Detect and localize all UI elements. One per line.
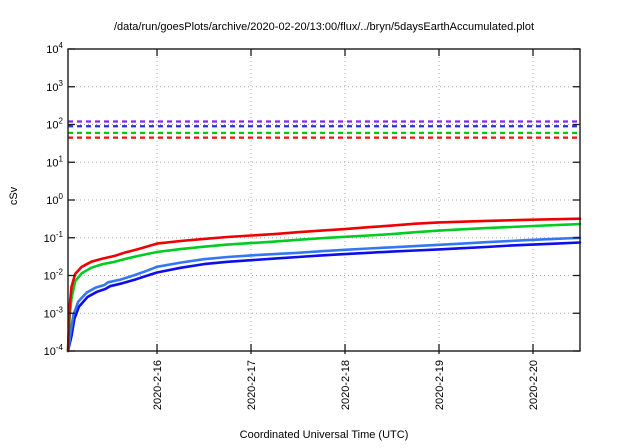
- x-tick-label: 2020-2-20: [528, 360, 540, 410]
- y-tick-label: 102: [46, 117, 63, 132]
- x-tick-label: 2020-2-17: [246, 360, 258, 410]
- x-tick-label: 2020-2-16: [152, 360, 164, 410]
- tick-labels-layer: 104 103 102 101 100 10-1 10-2 10-3 10-4 2020-2-16…: [44, 41, 540, 410]
- series-accumulated-dose-red: [66, 217, 582, 353]
- x-tick-label: 2020-2-19: [434, 360, 446, 410]
- y-tick-label: 101: [46, 154, 63, 169]
- y-tick-label: 10-2: [44, 268, 64, 283]
- series-layer: [66, 217, 582, 353]
- y-tick-label: 10-1: [44, 230, 64, 245]
- y-tick-label: 104: [46, 41, 63, 56]
- y-tick-label: 10-3: [44, 305, 64, 320]
- limit-lines-layer: [68, 120, 580, 139]
- series-accumulated-dose-blue-light: [66, 236, 582, 353]
- grid-layer: [68, 49, 580, 351]
- y-tick-label: 103: [46, 79, 63, 94]
- chart-title: /data/run/goesPlots/archive/2020-02-20/1…: [113, 21, 535, 33]
- x-tick-label: 2020-2-18: [340, 360, 352, 410]
- series-accumulated-dose-blue-dark: [66, 241, 582, 353]
- y-tick-label: 100: [46, 192, 63, 207]
- y-axis-label: cSv: [8, 186, 21, 206]
- axis-layer: [67, 48, 581, 354]
- y-tick-label: 10-4: [44, 343, 64, 358]
- plot-border: [67, 48, 581, 352]
- series-accumulated-dose-green: [66, 222, 582, 353]
- x-axis-label: Coordinated Universal Time (UTC): [239, 429, 409, 441]
